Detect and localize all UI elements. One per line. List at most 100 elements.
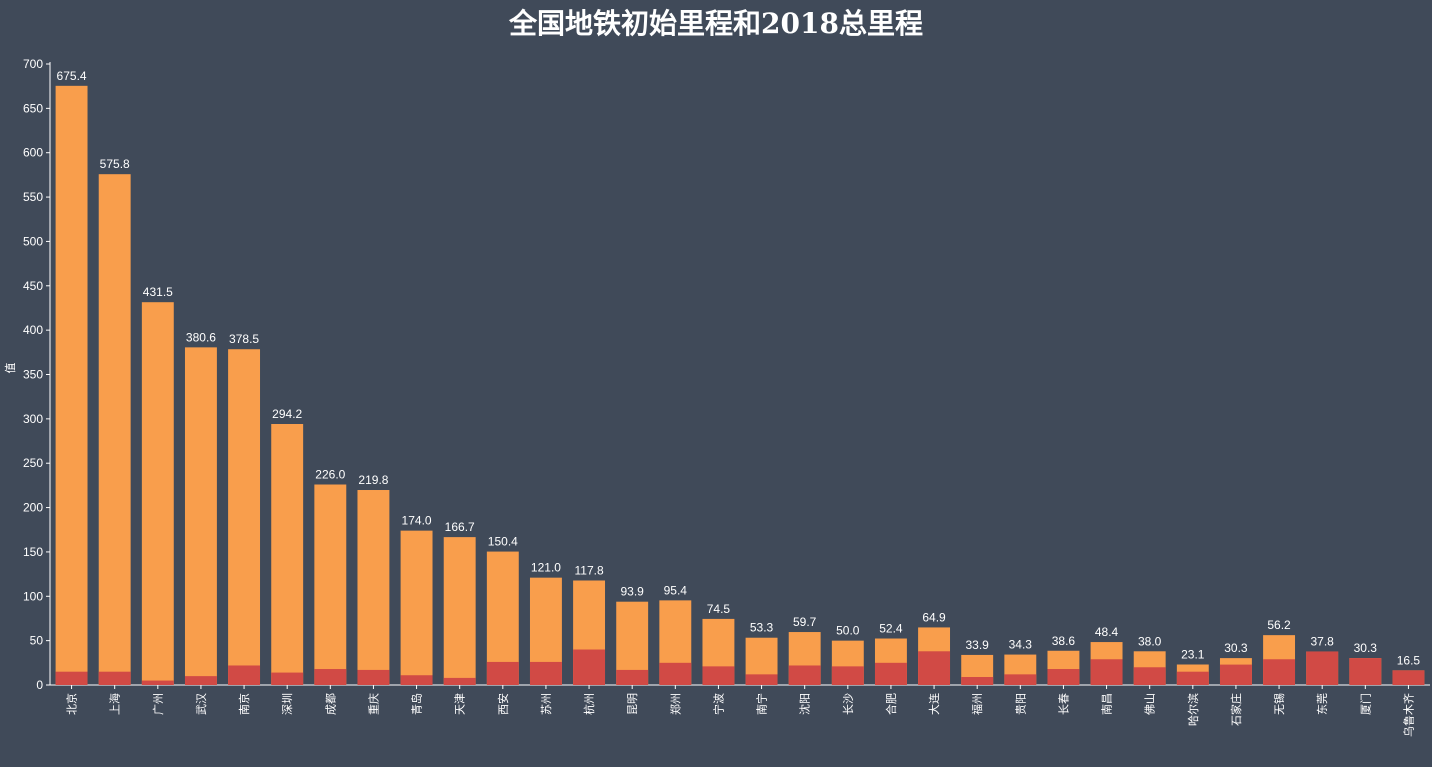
- y-tick-label: 200: [23, 501, 43, 515]
- bar-total: [228, 349, 261, 685]
- category-label: 青岛: [410, 693, 424, 715]
- category-label: 福州: [970, 693, 984, 715]
- category-label: 上海: [108, 693, 122, 715]
- category-label: 佛山: [1144, 693, 1157, 715]
- y-tick-label: 600: [23, 146, 43, 160]
- data-label: 53.3: [750, 621, 774, 635]
- bar-total: [357, 490, 390, 685]
- data-label: 95.4: [664, 583, 688, 597]
- data-label: 117.8: [574, 563, 603, 577]
- category-label: 大连: [927, 693, 941, 715]
- category-label: 南昌: [1101, 693, 1114, 715]
- category-label: 郑州: [668, 693, 682, 715]
- y-tick-label: 100: [23, 589, 43, 603]
- bar-initial: [184, 676, 217, 685]
- data-label: 93.9: [621, 585, 645, 599]
- bar-total: [184, 347, 217, 685]
- bar-initial: [1004, 674, 1037, 685]
- category-label: 深圳: [281, 693, 294, 715]
- category-label: 宁波: [711, 693, 725, 715]
- category-label: 武汉: [195, 693, 208, 715]
- data-label: 74.5: [707, 602, 731, 616]
- category-label: 南京: [237, 693, 251, 715]
- bar-total: [55, 85, 88, 685]
- bar-initial: [357, 669, 390, 685]
- bar-initial: [228, 665, 261, 685]
- bar-initial: [1263, 659, 1296, 685]
- data-label: 56.2: [1267, 618, 1291, 632]
- category-label: 昆明: [626, 693, 639, 715]
- data-label: 33.9: [966, 638, 990, 652]
- data-label: 30.3: [1354, 641, 1378, 655]
- bar-initial: [788, 665, 821, 685]
- bar-initial: [314, 669, 347, 685]
- category-label: 长春: [1057, 693, 1070, 715]
- bar-initial: [616, 669, 649, 685]
- bar-initial: [443, 677, 476, 685]
- category-label: 苏州: [540, 693, 553, 715]
- y-tick-label: 400: [23, 323, 43, 337]
- category-label: 西安: [496, 693, 510, 715]
- data-label: 38.0: [1138, 634, 1162, 648]
- data-label: 166.7: [445, 520, 475, 534]
- y-tick-label: 500: [23, 234, 43, 248]
- bar-initial: [1133, 667, 1166, 685]
- y-tick-label: 250: [23, 456, 43, 470]
- bar-total: [271, 424, 304, 685]
- bar-initial: [831, 666, 864, 685]
- y-tick-label: 300: [23, 412, 43, 426]
- y-tick-label: 650: [23, 101, 43, 115]
- data-label: 226.0: [315, 468, 345, 482]
- category-label: 长沙: [842, 693, 855, 715]
- bar-initial: [400, 675, 433, 685]
- bar-initial: [1047, 669, 1080, 685]
- bar-initial: [702, 666, 735, 685]
- data-label: 52.4: [879, 622, 903, 636]
- category-label: 重庆: [366, 693, 380, 715]
- bar-initial: [659, 662, 692, 685]
- bar-initial: [1392, 670, 1425, 685]
- category-label: 厦门: [1358, 693, 1372, 715]
- data-label: 30.3: [1224, 641, 1248, 655]
- bar-initial: [573, 649, 606, 685]
- bar-initial: [271, 672, 304, 685]
- data-label: 37.8: [1311, 634, 1335, 648]
- bar-initial: [1219, 664, 1252, 685]
- bar-initial: [529, 661, 562, 685]
- bar-total: [98, 174, 131, 685]
- bar-initial: [486, 661, 519, 685]
- data-label: 16.5: [1397, 653, 1421, 667]
- data-label: 59.7: [793, 615, 817, 629]
- category-label: 成都: [324, 693, 337, 715]
- bar-initial: [141, 680, 174, 685]
- category-label: 贵阳: [1014, 693, 1027, 715]
- y-tick-label: 0: [36, 678, 43, 692]
- category-label: 北京: [65, 693, 79, 715]
- chart-title: 全国地铁初始里程和2018总里程: [509, 7, 923, 40]
- data-label: 34.3: [1009, 638, 1033, 652]
- data-label: 150.4: [488, 535, 518, 549]
- data-label: 575.8: [100, 157, 130, 171]
- category-label: 南宁: [755, 693, 769, 715]
- bar-initial: [745, 674, 778, 685]
- category-label: 广州: [152, 693, 165, 715]
- category-label: 天津: [454, 693, 467, 715]
- y-tick-label: 700: [23, 57, 43, 71]
- category-label: 东莞: [1316, 693, 1329, 715]
- data-label: 294.2: [272, 407, 302, 421]
- bar-total: [141, 302, 174, 685]
- data-label: 380.6: [186, 330, 216, 344]
- category-label: 哈尔滨: [1186, 693, 1200, 726]
- data-label: 23.1: [1181, 648, 1205, 662]
- bar-initial: [918, 651, 951, 685]
- data-label: 431.5: [143, 285, 173, 299]
- category-label: 石家庄: [1229, 693, 1243, 726]
- data-label: 121.0: [531, 561, 561, 575]
- y-axis-label: 值: [4, 363, 17, 374]
- category-label: 沈阳: [798, 693, 812, 715]
- bar-initial: [1090, 659, 1123, 685]
- bar-total: [400, 530, 433, 685]
- bar-total: [314, 484, 347, 685]
